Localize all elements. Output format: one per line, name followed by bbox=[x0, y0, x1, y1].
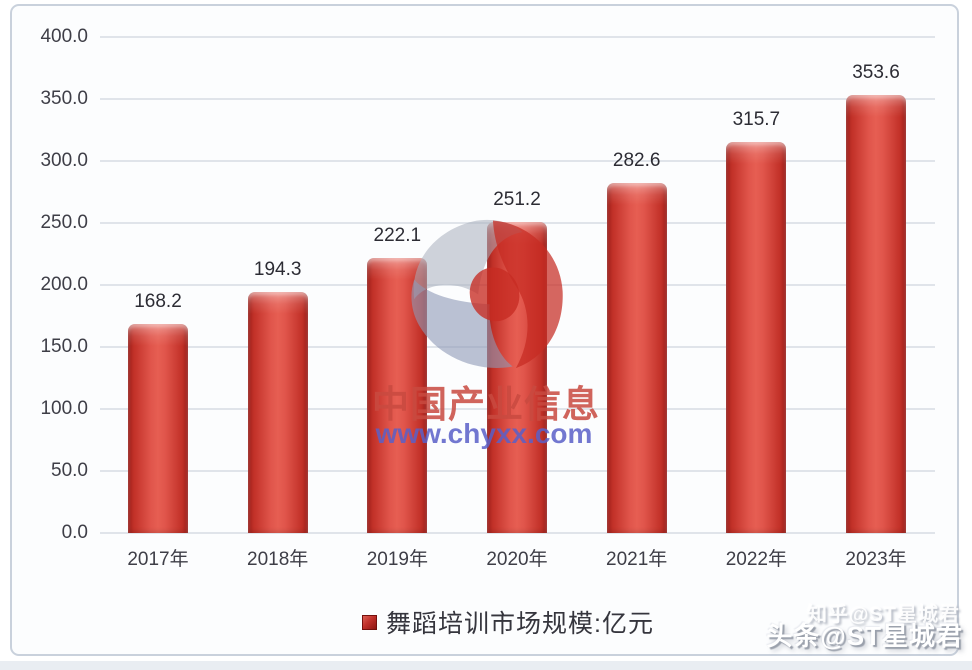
bar-value-label: 222.1 bbox=[373, 224, 422, 246]
watermark-brand-name: 中国产业信息 bbox=[372, 384, 600, 425]
bar-value-label: 168.2 bbox=[134, 291, 182, 313]
x-axis-tick-label: 2020年 bbox=[486, 549, 548, 570]
y-axis-tick-label: 400.0 bbox=[40, 26, 88, 47]
bar-2018年 bbox=[247, 292, 308, 533]
x-axis-tick-label: 2018年 bbox=[247, 549, 309, 570]
gridline bbox=[100, 36, 935, 38]
bottom-strip bbox=[0, 661, 972, 670]
watermark-toutiao-text: 头条@ST星城君 bbox=[766, 621, 963, 651]
x-axis-tick-label: 2021年 bbox=[606, 549, 668, 570]
y-axis-tick-label: 350.0 bbox=[40, 88, 88, 109]
bar-value-label: 251.2 bbox=[493, 188, 541, 210]
y-axis-tick-label: 250.0 bbox=[40, 212, 88, 233]
watermark-brand-url: www.chyxx.com bbox=[375, 418, 593, 449]
gridline bbox=[100, 98, 935, 100]
y-axis-tick-label: 150.0 bbox=[40, 336, 88, 357]
y-axis-tick-label: 0.0 bbox=[61, 522, 88, 543]
x-axis-tick-label: 2017年 bbox=[127, 549, 189, 570]
bar-2017年 bbox=[128, 324, 188, 533]
legend-label: 舞蹈培训市场规模:亿元 bbox=[386, 610, 654, 638]
y-axis-tick-label: 200.0 bbox=[40, 274, 88, 295]
watermark-zhihu-text: 知乎@ST星城君 bbox=[806, 604, 960, 626]
bar-value-label: 194.3 bbox=[253, 259, 302, 281]
x-axis-tick-label: 2019年 bbox=[366, 549, 428, 570]
bar-value-label: 353.6 bbox=[852, 61, 900, 83]
bar-value-label: 315.7 bbox=[732, 108, 781, 130]
legend: 舞蹈培训市场规模:亿元 bbox=[22, 604, 972, 640]
bar-2021年 bbox=[606, 182, 667, 533]
gridline bbox=[100, 532, 935, 534]
x-axis-tick-label: 2022年 bbox=[725, 549, 787, 570]
y-axis-tick-label: 50.0 bbox=[51, 460, 88, 481]
legend-marker-icon bbox=[362, 614, 378, 630]
gridline bbox=[100, 160, 935, 162]
y-axis-tick-label: 100.0 bbox=[40, 398, 88, 419]
y-axis-tick-label: 300.0 bbox=[40, 150, 88, 171]
bar-value-label: 282.6 bbox=[612, 149, 661, 171]
x-axis-tick-label: 2023年 bbox=[845, 549, 907, 570]
chyxx-swirl-logo-icon bbox=[411, 219, 563, 369]
bar-2022年 bbox=[726, 141, 787, 533]
bar-2023年 bbox=[846, 94, 907, 533]
